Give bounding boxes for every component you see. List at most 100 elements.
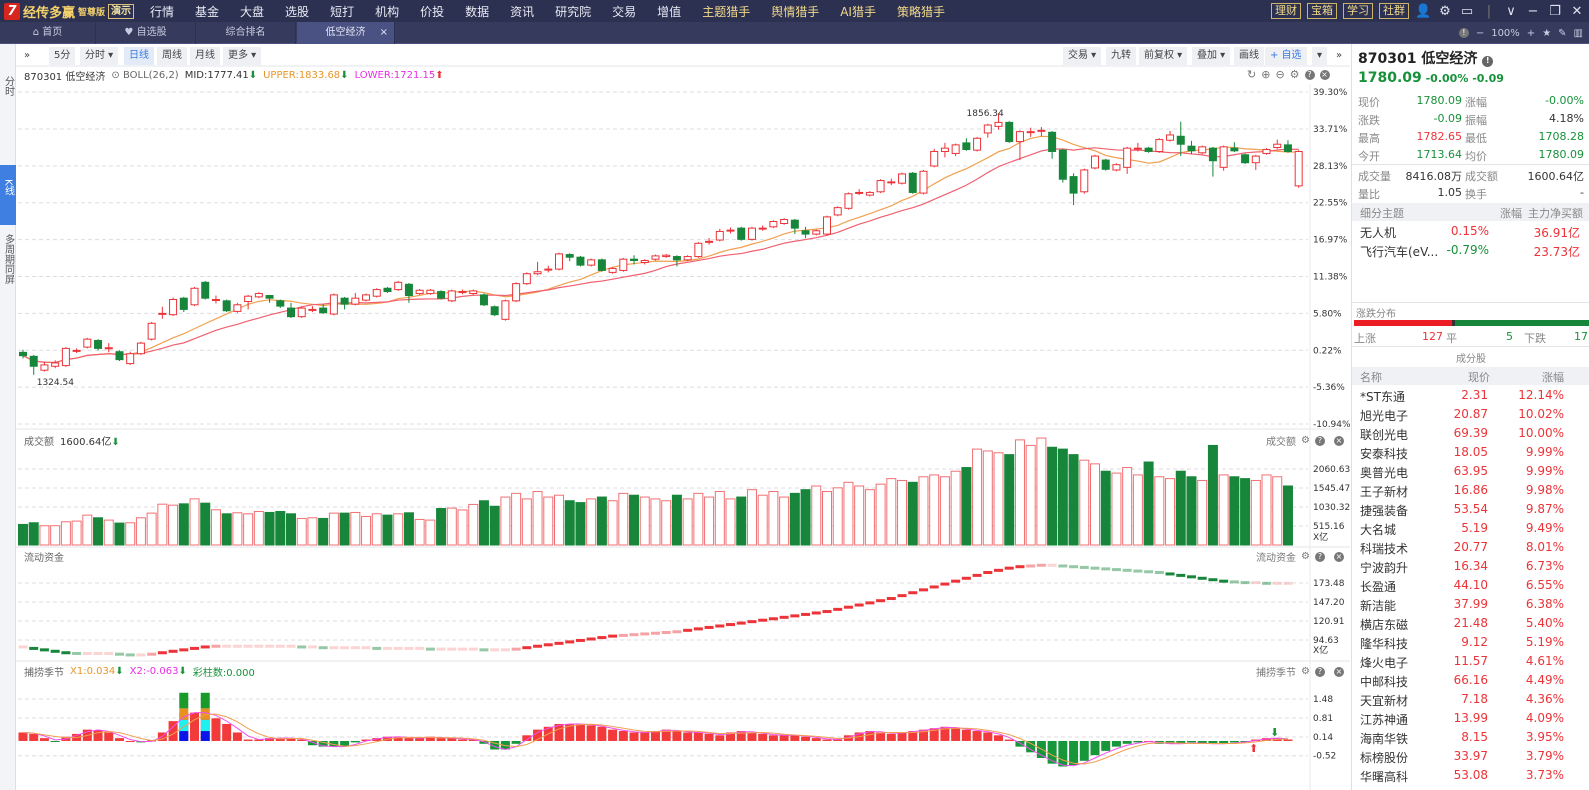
close-icon[interactable]: × — [1319, 69, 1330, 80]
settings-icon[interactable]: ⚙ — [1289, 68, 1300, 81]
constituent-row[interactable]: 中邮科技 66.16 4.49% — [1358, 671, 1584, 689]
nav-item[interactable]: 短打 — [330, 4, 355, 19]
panel-icon[interactable]: ▥ — [1573, 27, 1583, 39]
nav-item[interactable]: 舆情猎手 — [771, 4, 820, 19]
restore-icon[interactable]: ❐ — [1549, 3, 1561, 19]
theme-row[interactable]: 飞行汽车(eV... -0.79% 23.73亿 — [1358, 241, 1584, 259]
collapse-icon[interactable]: » — [1336, 50, 1343, 61]
nav-item[interactable]: 策略猎手 — [896, 4, 945, 19]
star-icon[interactable]: ★ — [1542, 27, 1552, 39]
constituent-row[interactable]: 旭光电子 20.87 10.02% — [1358, 405, 1584, 423]
gear-icon[interactable]: ⚙ — [1439, 3, 1451, 19]
nav-item[interactable]: 研究院 — [555, 4, 592, 19]
settings-icon[interactable]: ⚙ — [1301, 666, 1310, 677]
close-icon[interactable]: × — [1333, 435, 1344, 446]
nav-item[interactable]: 资讯 — [510, 4, 535, 19]
jiuzhuan-button[interactable]: 九转 — [1106, 47, 1136, 65]
nav-item[interactable]: 增值 — [657, 4, 682, 19]
licai-button[interactable]: 理财 — [1271, 3, 1301, 19]
user-icon[interactable]: 👤 — [1415, 3, 1432, 19]
constituent-row[interactable]: 天宜新材 7.18 4.36% — [1358, 690, 1584, 708]
fenshi-tab[interactable]: 分时 — [0, 76, 16, 101]
tab-ranking[interactable]: 综合排名 — [196, 22, 296, 44]
nav-item[interactable]: 主题猎手 — [702, 4, 751, 19]
constituent-row[interactable]: 横店东磁 21.48 5.40% — [1358, 614, 1584, 632]
zoom-out-icon[interactable]: ⊖ — [1275, 68, 1285, 81]
nav-item[interactable]: 价投 — [420, 4, 445, 19]
constituent-row[interactable]: 江苏神通 13.99 4.09% — [1358, 709, 1584, 727]
constituent-row[interactable]: 大名城 5.19 9.49% — [1358, 519, 1584, 537]
add-watchlist-button[interactable]: + 自选 — [1265, 47, 1307, 65]
candle-body — [651, 255, 660, 260]
period-daily[interactable]: 日线 — [124, 47, 154, 65]
nav-item[interactable]: 机构 — [375, 4, 400, 19]
nav-item[interactable]: 基金 — [195, 4, 220, 19]
watchlist-dropdown[interactable]: ▾ — [1312, 47, 1328, 65]
nav-item[interactable]: 大盘 — [240, 4, 265, 19]
constituent-row[interactable]: 王子新材 16.86 9.98% — [1358, 481, 1584, 499]
more-dropdown[interactable]: 更多 ▾ — [223, 47, 262, 65]
tab-close-icon[interactable]: × — [379, 27, 388, 38]
constituent-row[interactable]: 华曙高科 53.08 3.73% — [1358, 766, 1584, 784]
help-icon[interactable]: ? — [1304, 69, 1315, 80]
zoom-out-icon[interactable]: − — [1475, 27, 1485, 39]
constituent-row[interactable]: 捷强装备 53.54 9.87% — [1358, 500, 1584, 518]
period-weekly[interactable]: 周线 — [157, 47, 187, 65]
period-5min[interactable]: 5分 — [49, 47, 76, 65]
constituent-row[interactable]: 奥普光电 63.95 9.99% — [1358, 462, 1584, 480]
multi-period-tab[interactable]: 多周期同屏 — [0, 234, 16, 289]
constituent-row[interactable]: 长盈通 44.10 6.55% — [1358, 576, 1584, 594]
boll-indicator[interactable]: ⊙ BOLL(26,2) — [111, 70, 178, 81]
layout-icon[interactable]: ▭ — [1460, 3, 1474, 19]
constituent-row[interactable]: 海南华铁 8.15 3.95% — [1358, 728, 1584, 746]
constituent-row[interactable]: 新洁能 37.99 6.38% — [1358, 595, 1584, 613]
chart-canvas[interactable]: 39.30% 33.71% 28.13% 22.55% 16.97% 11.38% 5.80… — [0, 0, 1350, 790]
constituent-row[interactable]: 联创光电 69.39 10.00% — [1358, 424, 1584, 442]
quote-row: 今开 1713.64 均价 1780.09 — [1358, 146, 1584, 164]
info-icon[interactable]: ! — [1458, 28, 1469, 38]
constituent-row[interactable]: 安泰科技 18.05 9.99% — [1358, 443, 1584, 461]
constituent-row[interactable]: 隆华科技 9.12 5.19% — [1358, 633, 1584, 651]
info-icon[interactable]: ! — [1482, 56, 1494, 67]
nav-item[interactable]: 选股 — [285, 4, 310, 19]
adjust-dropdown[interactable]: 前复权 ▾ — [1139, 47, 1188, 65]
kline-tab[interactable]: K线 — [0, 165, 16, 225]
pencil-icon[interactable]: ✎ — [1558, 27, 1567, 39]
shequn-button[interactable]: 社群 — [1379, 3, 1409, 19]
draw-button[interactable]: 画线 — [1234, 47, 1264, 65]
refresh-icon[interactable]: ↻ — [1247, 68, 1257, 81]
overlay-dropdown[interactable]: 叠加 ▾ — [1192, 47, 1231, 65]
nav-item[interactable]: 行情 — [150, 4, 175, 19]
close-icon[interactable]: ✕ — [1571, 3, 1583, 19]
tab-watchlist[interactable]: ♥ 自选股 — [96, 22, 196, 44]
zoom-in-icon[interactable]: + — [1526, 27, 1536, 39]
zoom-in-icon[interactable]: ⊕ — [1261, 68, 1271, 81]
help-icon[interactable]: ? — [1314, 435, 1325, 446]
constituent-row[interactable]: 宁波韵升 16.34 6.73% — [1358, 557, 1584, 575]
period-intraday[interactable]: 分时 ▾ — [80, 47, 119, 65]
close-icon[interactable]: × — [1333, 666, 1344, 677]
baoxiang-button[interactable]: 宝箱 — [1307, 3, 1337, 19]
period-monthly[interactable]: 月线 — [190, 47, 220, 65]
trade-dropdown[interactable]: 交易 ▾ — [1063, 47, 1102, 65]
theme-row[interactable]: 无人机 0.15% 36.91亿 — [1358, 222, 1584, 240]
constituent-row[interactable]: *ST东通 2.31 12.14% — [1358, 386, 1584, 404]
xuexi-button[interactable]: 学习 — [1343, 3, 1373, 19]
constituent-row[interactable]: 标榜股份 33.97 3.79% — [1358, 747, 1584, 765]
nav-item[interactable]: 数据 — [465, 4, 490, 19]
settings-icon[interactable]: ⚙ — [1301, 435, 1310, 446]
constituent-row[interactable]: 烽火电子 11.57 4.61% — [1358, 652, 1584, 670]
tab-home[interactable]: ⌂ 首页 — [0, 22, 96, 44]
expand-icon[interactable]: » — [24, 50, 31, 61]
settings-icon[interactable]: ⚙ — [1301, 551, 1310, 562]
constituent-row[interactable]: 科瑞技术 20.77 8.01% — [1358, 538, 1584, 556]
nav-item[interactable]: AI猎手 — [840, 4, 876, 19]
chevron-down-icon[interactable]: ∨ — [1506, 3, 1516, 19]
nav-item[interactable]: 交易 — [612, 4, 637, 19]
minimize-icon[interactable]: − — [1527, 3, 1539, 19]
help-icon[interactable]: ? — [1314, 666, 1325, 677]
candle-body — [565, 254, 574, 258]
close-icon[interactable]: × — [1333, 551, 1344, 562]
help-icon[interactable]: ? — [1314, 551, 1325, 562]
tab-low-altitude[interactable]: 低空经济 × — [297, 22, 395, 44]
